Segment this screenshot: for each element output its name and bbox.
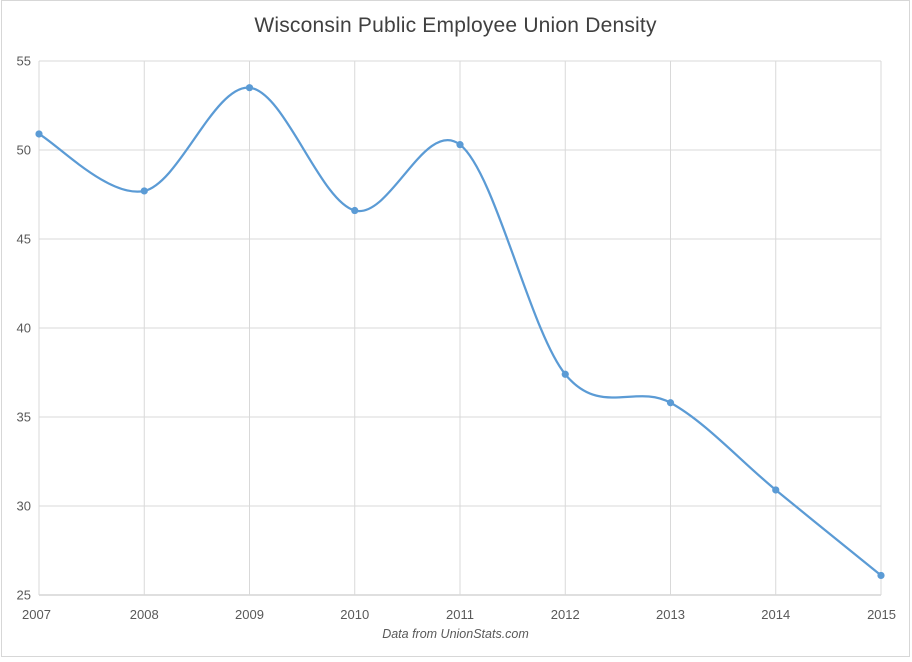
x-tick-label: 2012 [551,607,580,622]
chart-title: Wisconsin Public Employee Union Density [254,14,657,37]
data-point-marker [772,486,780,494]
y-tick-label: 55 [17,54,31,69]
data-point-marker [351,206,359,215]
data-point-marker [35,130,43,138]
x-tick-label: 2015 [867,607,896,622]
y-tick-label: 40 [17,321,31,336]
data-point-marker [666,399,675,407]
y-tick-label: 30 [17,499,31,514]
x-tick-label: 2011 [446,607,474,622]
x-tick-label: 2010 [340,607,369,622]
x-tick-label: 2013 [656,607,685,622]
x-tick-label: 2009 [235,607,264,622]
data-point-marker [561,370,569,378]
y-tick-label: 50 [17,143,31,158]
data-point-marker [245,84,254,92]
data-point-marker [456,141,464,149]
data-point-marker [877,571,885,580]
x-tick-label: 2007 [22,607,51,622]
x-tick-label: 2008 [130,607,159,622]
y-tick-label: 45 [17,232,31,247]
data-point-marker [140,187,148,195]
y-tick-label: 25 [17,588,31,603]
y-tick-label: 35 [17,410,31,425]
chart-footnote: Data from UnionStats.com [382,627,529,641]
x-tick-label: 2014 [761,607,790,622]
